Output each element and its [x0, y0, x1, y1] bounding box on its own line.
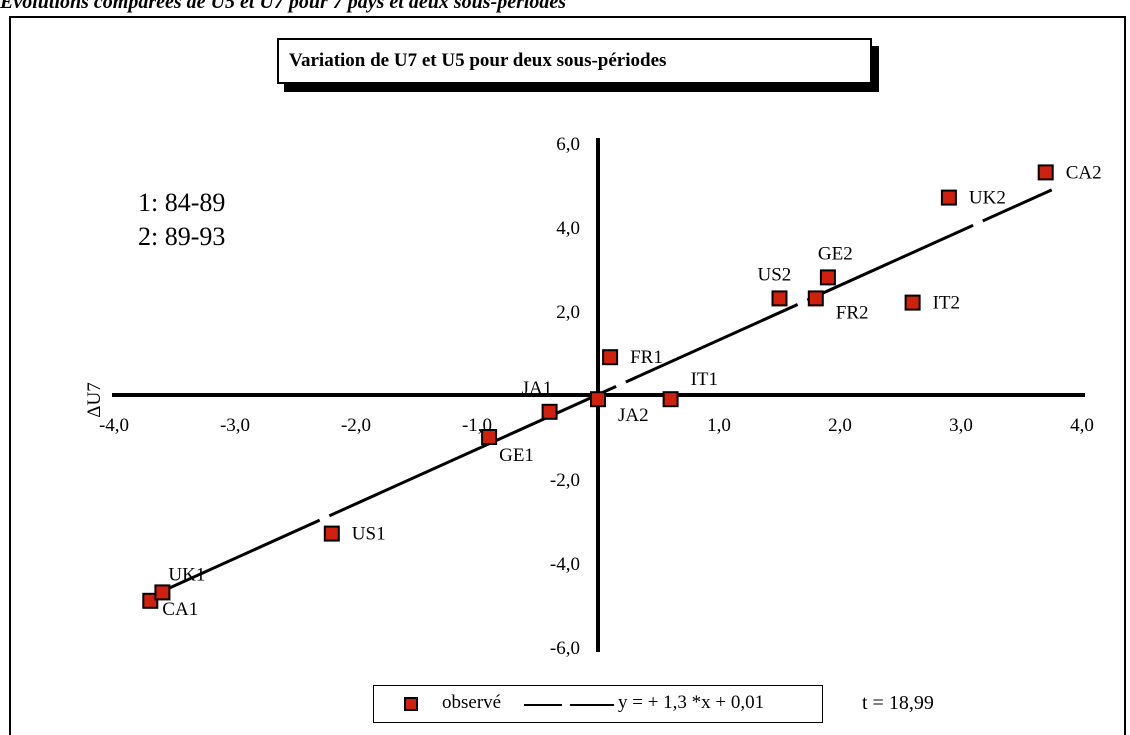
point-label-fr2: FR2: [836, 302, 869, 323]
y-tick-label: -6,0: [550, 638, 580, 659]
regression-line-gap: [318, 513, 331, 523]
page-header: Evolutions comparées de U5 et U7 pour 7 …: [0, 0, 567, 13]
period-note-1: 1: 84-89: [138, 188, 226, 217]
legend-label-regression: y = + 1,3 *x + 0,01: [618, 692, 765, 713]
point-label-ge1: GE1: [499, 445, 534, 466]
x-tick-label: -4,0: [99, 415, 129, 436]
point-label-ja1: JA1: [522, 378, 553, 399]
x-tick-label: -2,0: [341, 415, 371, 436]
legend-line-gap: [562, 703, 570, 707]
point-label-us1: US1: [352, 524, 386, 545]
legend: observé y = + 1,3 *x + 0,01: [373, 685, 823, 723]
regression-line-gap: [972, 218, 984, 228]
point-label-uk1: UK1: [168, 564, 205, 585]
x-tick-label: 1,0: [707, 415, 731, 436]
x-tick-label: 2,0: [828, 415, 852, 436]
point-label-ja2: JA2: [618, 405, 649, 426]
regression-line-gap: [796, 297, 809, 307]
x-tick-label: 4,0: [1070, 415, 1094, 436]
point-label-ca2: CA2: [1066, 162, 1102, 183]
data-point-ca2: [1037, 164, 1054, 181]
data-point-us2: [771, 290, 788, 307]
x-tick-label: -1,0: [462, 415, 492, 436]
legend-marker-observed: [404, 697, 418, 711]
point-label-uk2: UK2: [969, 188, 1006, 209]
t-statistic: t = 18,99: [862, 692, 934, 714]
data-points: [142, 164, 1054, 609]
point-label-ca1: CA1: [162, 599, 198, 620]
legend-label-observed: observé: [442, 692, 502, 713]
point-label-us2: US2: [758, 264, 792, 285]
point-label-fr1: FR1: [630, 347, 663, 368]
chart-frame: [9, 16, 1126, 735]
y-tick-label: 4,0: [556, 218, 580, 239]
x-tick-label: -3,0: [220, 415, 250, 436]
data-point-it1: [662, 391, 679, 408]
data-point-fr2: [807, 290, 824, 307]
point-labels: CA1 UK1 US1 GE1 JA1 JA2 FR1 IT1 US2 FR2 GE2 IT2 UK2 C…: [162, 162, 1101, 619]
y-tick-label: -2,0: [550, 470, 580, 491]
data-point-it2: [904, 294, 921, 311]
data-point-us1: [323, 525, 340, 542]
data-point-ge2: [819, 269, 836, 286]
point-label-it1: IT1: [691, 369, 718, 390]
point-label-it2: IT2: [933, 293, 960, 314]
data-point-uk2: [940, 189, 957, 206]
y-tick-label: 2,0: [556, 302, 580, 323]
tick-labels: -4,0 -3,0 -2,0 -1,0 1,0 2,0 3,0 4,0 6,0 4,0 2,0 -2,…: [84, 134, 1094, 659]
chart-title: Variation de U7 et U5 pour deux sous-pér…: [289, 50, 667, 71]
y-tick-label: -4,0: [550, 554, 580, 575]
period-note-2: 2: 89-93: [138, 222, 226, 251]
data-point-fr1: [602, 349, 619, 366]
y-axis-label: ΔU7: [84, 382, 105, 417]
data-point-ja1: [541, 403, 558, 420]
y-tick-label: 6,0: [556, 134, 580, 155]
point-label-ge2: GE2: [818, 243, 853, 264]
data-point-ca1: [142, 592, 159, 609]
data-point-uk1: [154, 584, 171, 601]
regression-line-gap: [615, 379, 627, 389]
chart-title-box: Variation de U7 et U5 pour deux sous-pér…: [277, 38, 872, 84]
data-point-ja2: [590, 391, 606, 408]
data-point-ge1: [481, 429, 498, 445]
x-tick-label: 3,0: [949, 415, 973, 436]
